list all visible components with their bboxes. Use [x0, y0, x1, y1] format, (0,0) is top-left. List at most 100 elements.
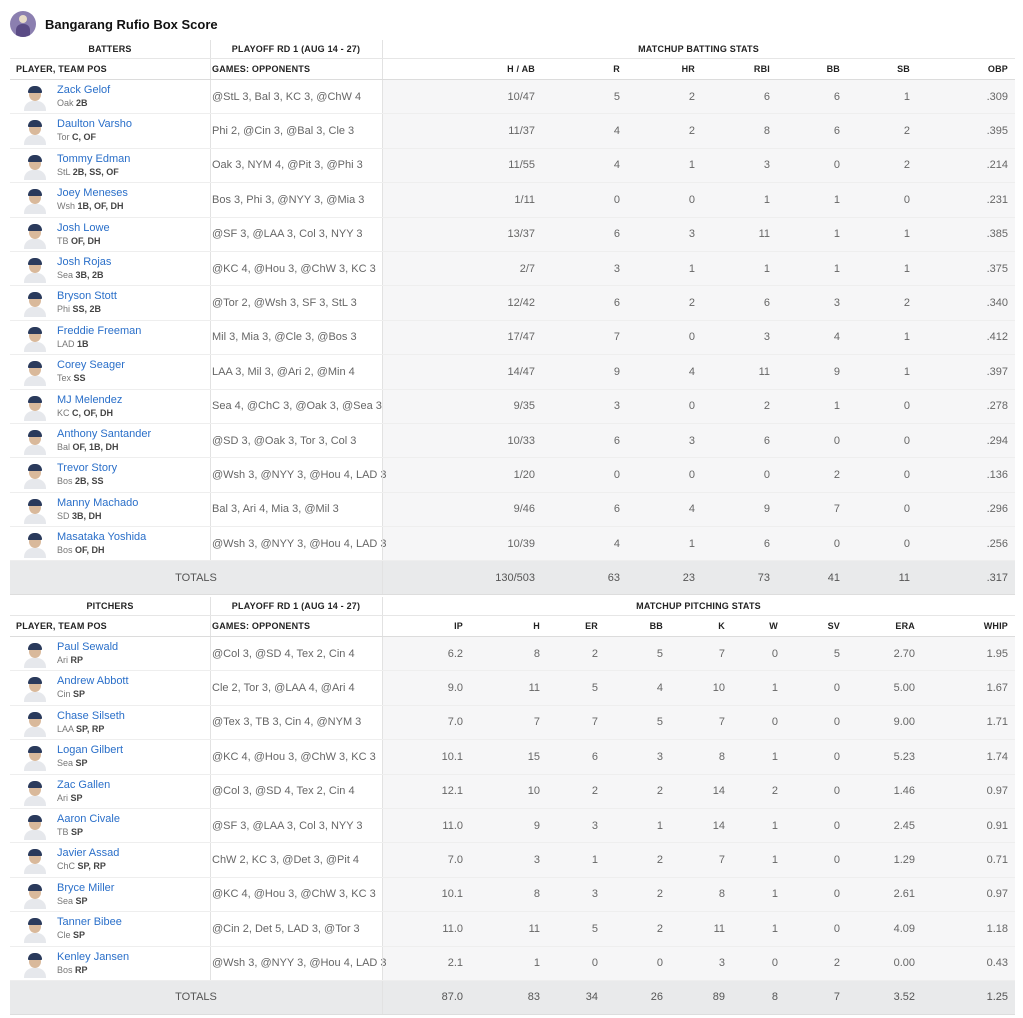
stat-value: .214 [986, 159, 1008, 172]
games-opponents: @Col 3, @SD 4, Tex 2, Cin 4 [212, 647, 355, 660]
player-team: ChC [57, 861, 76, 872]
player-name-link[interactable]: Logan Gilbert [57, 744, 124, 757]
totals-value: 34 [585, 991, 598, 1004]
player-name-link[interactable]: MJ Melendez [57, 393, 123, 406]
stat-value: .395 [986, 125, 1008, 138]
column-header-games[interactable]: GAMES: OPPONENTS [212, 621, 311, 631]
column-header-games[interactable]: GAMES: OPPONENTS [212, 64, 311, 74]
column-header-stat[interactable]: H [533, 621, 540, 631]
column-header-stat[interactable]: BB [826, 64, 840, 74]
player-name-link[interactable]: Tanner Bibee [57, 916, 122, 929]
table-row: Corey Seager Tex SS LAA 3, Mil 3, @Ari 2, … [10, 355, 1015, 390]
totals-value: 1.25 [986, 991, 1008, 1004]
player-headshot-icon [22, 463, 48, 490]
totals-value: 89 [712, 991, 725, 1004]
stat-value: 0 [688, 331, 695, 344]
column-header-stat[interactable]: HR [681, 64, 695, 74]
player-positions: SS [73, 373, 86, 384]
player-name-link[interactable]: Andrew Abbott [57, 675, 129, 688]
stat-value: 0 [903, 537, 910, 550]
totals-value: 73 [757, 571, 770, 584]
games-opponents: LAA 3, Mil 3, @Ari 2, @Min 4 [212, 365, 355, 378]
player-name-link[interactable]: Paul Sewald [57, 641, 119, 653]
column-header-stat[interactable]: ERA [895, 621, 915, 631]
player-name-link[interactable]: Bryson Stott [57, 290, 117, 303]
stat-value: 8 [718, 750, 725, 763]
column-header-stat[interactable]: SV [827, 621, 840, 631]
player-name-link[interactable]: Josh Rojas [57, 255, 112, 268]
player-positions: 1B, OF, DH [77, 201, 124, 212]
player-name-link[interactable]: Javier Assad [57, 847, 120, 860]
player-name-link[interactable]: Kenley Jansen [57, 950, 130, 963]
box-score-header: Bangarang Rufio Box Score [10, 10, 218, 38]
stat-value: 3 [718, 957, 725, 970]
stat-value: 0 [688, 468, 695, 481]
player-headshot-icon [22, 952, 48, 978]
player-name-link[interactable]: Freddie Freeman [57, 324, 142, 337]
column-header-stat[interactable]: R [613, 64, 620, 74]
column-header-stat[interactable]: IP [454, 621, 463, 631]
table-row: Zack Gelof Oak 2B @StL 3, Bal 3, KC 3, @Ch… [10, 80, 1015, 115]
column-header-player[interactable]: PLAYER, TEAM POS [16, 64, 107, 74]
stat-value: 2 [763, 400, 770, 413]
player-name-link[interactable]: Aaron Civale [57, 812, 120, 825]
player-team: LAA [57, 723, 74, 734]
column-header-stat[interactable]: WHIP [983, 621, 1008, 631]
column-header-stat[interactable]: SB [897, 64, 910, 74]
column-header-stat[interactable]: RBI [753, 64, 770, 74]
player-name-link[interactable]: Joey Meneses [57, 187, 128, 200]
stat-value: .256 [986, 537, 1008, 550]
stat-value: 13/37 [507, 228, 535, 241]
player-name-link[interactable]: Masataka Yoshida [57, 531, 147, 544]
stat-value: 8 [533, 888, 540, 901]
stat-value: 1 [903, 262, 910, 275]
player-team: KC [57, 407, 70, 418]
player-name-link[interactable]: Trevor Story [57, 462, 118, 475]
column-header-stat[interactable]: H / AB [507, 64, 535, 74]
player-name-link[interactable]: Zac Gallen [57, 778, 111, 791]
stat-value: 7 [613, 331, 620, 344]
column-header-stat[interactable]: W [769, 621, 778, 631]
stat-value: 1/20 [513, 468, 535, 481]
player-name-link[interactable]: Anthony Santander [57, 427, 152, 440]
player-team-pos: Bos OF, DH [57, 545, 105, 555]
player-name-link[interactable]: Josh Lowe [57, 221, 110, 234]
stat-value: 0 [833, 537, 840, 550]
player-team: Cle [57, 930, 71, 941]
stat-value: 1 [771, 819, 778, 832]
player-name-link[interactable]: Manny Machado [57, 496, 139, 509]
stat-value: 11 [758, 365, 770, 378]
stat-value: 1 [771, 922, 778, 935]
column-header-stat[interactable]: BB [649, 621, 663, 631]
column-header-stat[interactable]: OBP [987, 64, 1008, 74]
stat-value: 1 [771, 888, 778, 901]
player-name-link[interactable]: Corey Seager [57, 359, 125, 372]
stat-value: 3 [591, 888, 598, 901]
player-team: Cin [57, 689, 71, 700]
column-header-stat[interactable]: K [718, 621, 725, 631]
stat-value: 9 [613, 365, 620, 378]
games-opponents: @Col 3, @SD 4, Tex 2, Cin 4 [212, 785, 355, 798]
stat-value: 2 [688, 125, 695, 138]
column-header-stat[interactable]: ER [585, 621, 598, 631]
stat-value: 0 [833, 716, 840, 729]
stat-value: 8 [533, 647, 540, 660]
player-positions: SP [73, 930, 86, 941]
player-name-link[interactable]: Zack Gelof [57, 84, 111, 96]
player-name-link[interactable]: Tommy Edman [57, 152, 131, 165]
stat-value: 6 [833, 125, 840, 138]
games-opponents: @Wsh 3, @NYY 3, @Hou 4, LAD 3 [212, 468, 387, 481]
stat-value: .294 [986, 434, 1008, 447]
table-row: Zac Gallen Ari SP @Col 3, @SD 4, Tex 2, Ci… [10, 774, 1015, 809]
column-header-player[interactable]: PLAYER, TEAM POS [16, 621, 107, 631]
player-team: Sea [57, 269, 74, 280]
stat-value: 8 [718, 888, 725, 901]
player-team-pos: ChC SP, RP [57, 861, 106, 871]
player-name-link[interactable]: Bryce Miller [57, 881, 115, 894]
stat-value: 9.00 [893, 716, 915, 729]
totals-value: 63 [607, 571, 620, 584]
player-team-pos: LAD 1B [57, 339, 89, 349]
player-name-link[interactable]: Chase Silseth [57, 709, 125, 722]
player-name-link[interactable]: Daulton Varsho [57, 118, 133, 131]
stat-value: 3 [688, 434, 695, 447]
